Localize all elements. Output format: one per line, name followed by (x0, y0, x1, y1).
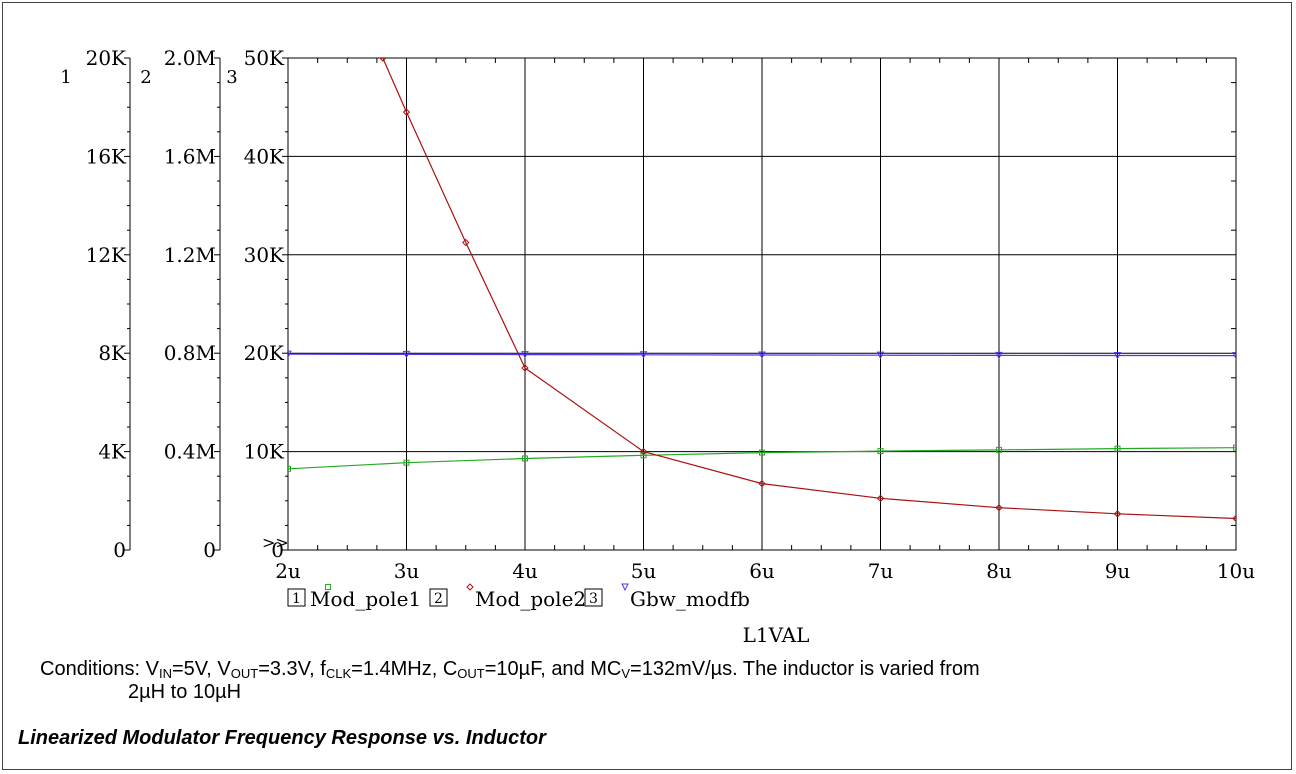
series-Mod_pole1 (288, 444, 1236, 472)
data-point (640, 452, 647, 459)
x-tick-label: 2u (275, 559, 301, 583)
legend-item-Gbw_modfb: 3 Gbw_modfb (584, 583, 750, 611)
data-point (521, 364, 529, 372)
y-tick-label: 1.6M (164, 144, 216, 168)
data-point (1232, 514, 1236, 523)
legend: 1 Mod_pole1 2 Mod_pole2 3 Gbw_modfb (287, 583, 750, 611)
y-tick-label: 1.2M (164, 243, 216, 267)
y-tick-label: 20K (86, 46, 127, 70)
legend-marker (466, 583, 474, 591)
data-point (876, 351, 885, 360)
legend-label: Gbw_modfb (630, 587, 750, 611)
data-point (1232, 352, 1236, 360)
conditions-line-2: 2µH to 10µH (128, 681, 242, 703)
x-axis-label: L1VAL (743, 623, 810, 647)
x-tick-label: 9u (1105, 559, 1131, 583)
legend-label: Mod_pole2 (475, 587, 586, 611)
data-point (521, 351, 529, 359)
data-point (402, 108, 411, 116)
legend-index: 3 (589, 591, 598, 607)
x-tick-label: 8u (986, 559, 1012, 583)
y-tick-label: 12K (86, 243, 127, 267)
y-tick-label: 40K (244, 144, 285, 168)
axis-marker: >> (262, 533, 289, 552)
data-point (462, 238, 470, 247)
series (288, 58, 1236, 523)
y-tick-label: 4K (98, 440, 127, 464)
x-tick-label: 3u (394, 559, 420, 583)
data-point (403, 459, 410, 466)
series-line (288, 353, 1236, 357)
data-point (995, 503, 1003, 512)
series-Gbw_modfb (288, 350, 1236, 360)
y-tick-label: 2.0M (164, 46, 216, 70)
y-tick-label: 8K (98, 341, 127, 365)
data-point (876, 494, 885, 503)
data-point (379, 58, 387, 62)
series-line (382, 58, 1236, 520)
legend-index-box (429, 588, 448, 607)
x-tick-label: 7u (868, 559, 894, 583)
legend-item-Mod_pole2: 2 Mod_pole2 (429, 583, 586, 611)
data-point (1233, 444, 1236, 451)
data-point (996, 446, 1002, 453)
y-tick-label: 0 (271, 538, 284, 562)
data-point (639, 447, 648, 456)
y-axis-index-label: 2 (140, 67, 151, 88)
data-point (639, 351, 648, 359)
x-tick-label: 10u (1217, 559, 1255, 583)
x-tick-labels: 2u 3u 4u 5u 6u 7u 8u 9u 10u (275, 559, 1255, 583)
y-axis-index-label: 3 (226, 67, 237, 88)
legend-marker (621, 583, 629, 592)
data-point (288, 350, 292, 359)
y-axis-2: 0 0.4M 0.8M 1.2M 1.6M 2.0M 2 (140, 46, 221, 562)
y-axes: 0 4K 8K 12K 16K 20K 1 0 0.4M 0.8M 1.2M 1.6M 2.0M 2 0 10… (60, 46, 289, 562)
data-point (288, 465, 291, 472)
data-point (995, 351, 1003, 360)
x-tick-label: 5u (631, 559, 657, 583)
data-point (1113, 510, 1122, 518)
y-tick-label: 0.4M (164, 440, 216, 464)
legend-index-box (287, 588, 306, 607)
data-point (877, 448, 884, 455)
legend-marker (325, 584, 331, 590)
legend-index: 1 (292, 591, 301, 607)
x-tick-label: 4u (512, 559, 538, 583)
conditions-text: Conditions: VIN=5V, VOUT=3.3V, fCLK=1.4M… (40, 658, 1280, 704)
data-point (758, 479, 766, 488)
legend-label: Mod_pole1 (310, 587, 421, 611)
y-tick-label: 16K (86, 144, 127, 168)
grid (287, 57, 1237, 551)
series-line (288, 447, 1236, 470)
y-tick-label: 0 (113, 538, 126, 562)
legend-index-box (584, 588, 603, 607)
x-tick-label: 6u (749, 559, 775, 583)
legend-item-Mod_pole1: 1 Mod_pole1 (287, 584, 421, 611)
y-tick-label: 50K (244, 46, 285, 70)
legend-index: 2 (434, 591, 443, 607)
y-tick-label: 20K (244, 341, 285, 365)
y-tick-label: 0.8M (164, 341, 216, 365)
y-tick-label: 30K (244, 243, 285, 267)
data-point (1113, 351, 1122, 360)
data-point (1114, 445, 1121, 452)
data-point (522, 455, 528, 462)
y-tick-label: 10K (244, 440, 285, 464)
figure-caption: Linearized Modulator Frequency Response … (18, 727, 546, 749)
data-point (402, 350, 411, 359)
data-point (759, 449, 765, 456)
y-axis-3: 0 10K 20K 30K 40K 50K 3 (226, 46, 289, 562)
y-axis-1: 0 4K 8K 12K 16K 20K 1 (60, 46, 131, 562)
series-Mod_pole2 (379, 58, 1236, 523)
data-point (758, 351, 766, 360)
y-axis-index-label: 1 (60, 67, 71, 88)
y-tick-label: 0 (203, 538, 216, 562)
